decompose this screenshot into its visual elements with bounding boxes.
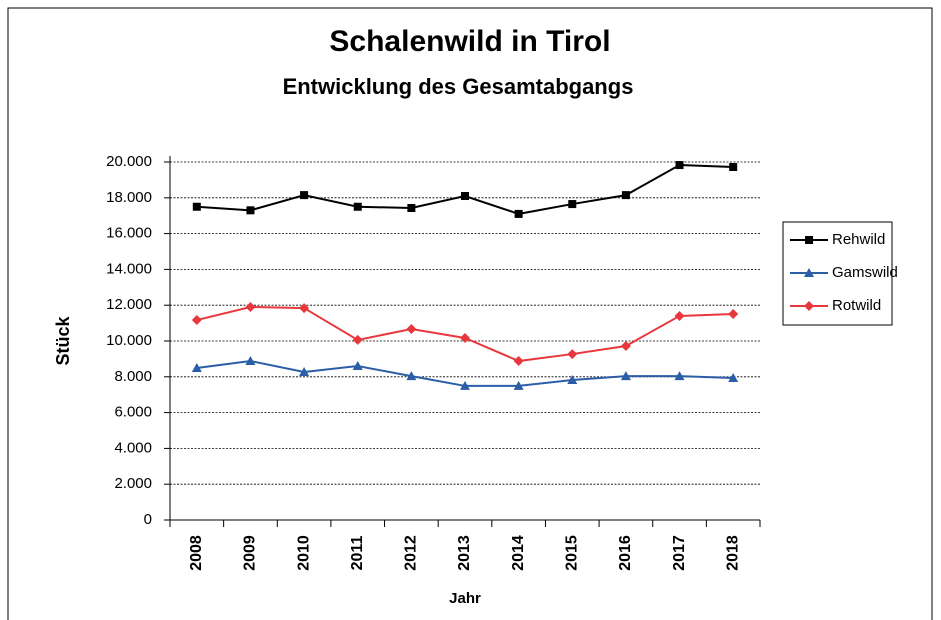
chart-title: Schalenwild in Tirol — [329, 25, 610, 58]
marker — [513, 356, 524, 367]
marker — [674, 310, 685, 321]
x-axis-label: Jahr — [449, 590, 481, 607]
marker — [353, 202, 362, 211]
marker — [299, 366, 310, 376]
marker — [246, 206, 255, 215]
y-tick-label: 8.000 — [114, 368, 152, 385]
y-tick-label: 18.000 — [106, 189, 152, 206]
legend-label: Rehwild — [832, 231, 885, 248]
chart-border — [7, 7, 933, 620]
marker — [621, 191, 630, 200]
x-tick-label: 2008 — [188, 535, 205, 571]
marker — [299, 303, 310, 314]
marker — [352, 361, 363, 371]
marker — [728, 308, 739, 319]
y-tick-label: 2.000 — [114, 475, 152, 492]
marker — [245, 356, 256, 366]
x-tick-label: 2018 — [724, 535, 741, 571]
marker — [567, 349, 578, 360]
marker — [300, 191, 309, 200]
marker — [620, 341, 631, 352]
marker — [568, 200, 577, 209]
marker — [191, 315, 202, 326]
marker — [192, 202, 201, 211]
marker — [406, 324, 417, 335]
x-tick-label: 2010 — [295, 535, 312, 571]
x-tick-label: 2015 — [563, 535, 580, 571]
x-tick-label: 2014 — [510, 535, 527, 571]
marker — [461, 192, 469, 201]
marker — [620, 371, 631, 381]
legend-marker — [804, 301, 814, 311]
legend-label: Rotwild — [832, 297, 881, 314]
marker — [674, 371, 685, 381]
marker — [728, 373, 739, 383]
legend-marker — [805, 236, 813, 244]
marker — [352, 334, 363, 345]
chart-subtitle: Entwicklung des Gesamtabgangs — [283, 74, 634, 99]
marker — [729, 163, 738, 172]
x-tick-label: 2011 — [349, 536, 366, 571]
marker — [675, 161, 684, 170]
marker — [514, 209, 523, 218]
marker — [460, 380, 470, 390]
y-tick-label: 10.000 — [106, 332, 152, 349]
y-tick-label: 20.000 — [106, 153, 152, 170]
y-axis-label: Stück — [53, 316, 73, 366]
x-tick-label: 2009 — [242, 535, 259, 571]
legend-marker — [804, 268, 814, 277]
y-tick-label: 4.000 — [114, 439, 152, 456]
y-tick-label: 0 — [144, 511, 152, 528]
y-tick-label: 16.000 — [106, 225, 152, 242]
marker — [245, 301, 256, 312]
marker — [191, 363, 202, 373]
y-tick-label: 6.000 — [114, 404, 152, 421]
marker — [406, 371, 417, 381]
marker — [513, 380, 524, 390]
y-tick-label: 14.000 — [106, 260, 152, 277]
x-tick-label: 2013 — [456, 535, 473, 571]
x-tick-label: 2016 — [617, 535, 634, 571]
marker — [567, 375, 578, 385]
series-line — [196, 164, 734, 215]
x-tick-label: 2012 — [403, 535, 420, 571]
marker — [460, 332, 470, 343]
marker — [407, 204, 416, 213]
legend-label: Gamswild — [832, 264, 898, 281]
y-tick-label: 12.000 — [106, 296, 152, 313]
x-tick-label: 2017 — [671, 535, 688, 571]
